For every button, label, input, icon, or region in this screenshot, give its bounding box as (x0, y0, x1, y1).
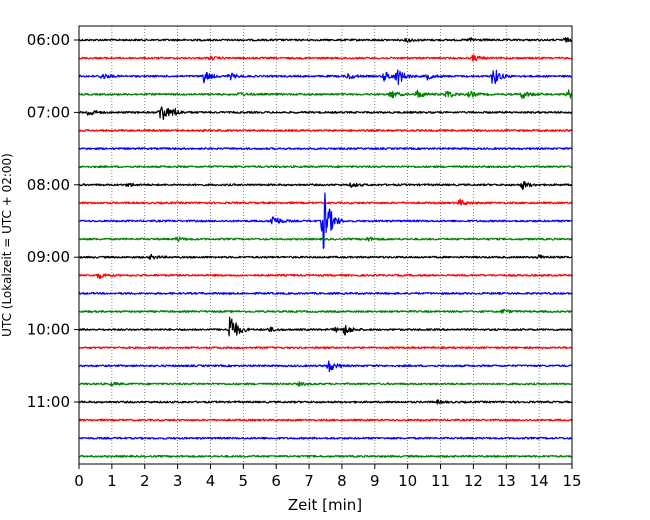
trace-line (78, 192, 573, 250)
trace-line (78, 36, 573, 43)
y-tick-label: 08:00 (27, 176, 70, 194)
x-tick-label: 1 (107, 472, 117, 490)
y-tick-label: 07:00 (27, 103, 70, 121)
x-tick-label: 13 (497, 472, 516, 490)
x-tick-label: 8 (337, 472, 347, 490)
x-tick-label: 5 (239, 472, 249, 490)
trace-line (78, 454, 573, 458)
x-axis-label: Zeit [min] (288, 496, 362, 514)
x-tick-label: 12 (464, 472, 483, 490)
y-tick-label: 06:00 (27, 31, 70, 49)
trace-line (78, 436, 573, 440)
y-tick-label: 09:00 (27, 248, 70, 266)
x-tick-label: 3 (173, 472, 183, 490)
trace-line (78, 129, 573, 132)
trace-line (78, 316, 573, 337)
trace-line (78, 165, 573, 169)
y-axis-label: UTC (Lokalzeit = UTC + 02:00) (0, 153, 14, 337)
trace-line (78, 253, 573, 260)
trace-line (78, 147, 573, 151)
x-tick-label: 10 (398, 472, 417, 490)
trace-line (78, 346, 573, 350)
trace-line (78, 106, 573, 121)
trace-line (78, 181, 573, 191)
x-tick-label: 7 (304, 472, 314, 490)
x-tick-label: 2 (140, 472, 150, 490)
x-tick-label: 6 (271, 472, 281, 490)
y-tick-label: 11:00 (27, 393, 70, 411)
trace-line (78, 291, 573, 295)
seismic-traces (78, 36, 573, 458)
x-tick-label: 14 (530, 472, 549, 490)
trace-line (78, 381, 573, 387)
x-tick-label: 0 (74, 472, 84, 490)
y-tick-label: 10:00 (27, 321, 70, 339)
trace-line (78, 54, 573, 62)
x-tick-label: 11 (431, 472, 450, 490)
x-tick-label: 15 (562, 472, 581, 490)
trace-line (78, 273, 573, 280)
vertical-grid (111, 26, 540, 464)
trace-line (78, 308, 573, 314)
trace-line (78, 418, 573, 422)
x-tick-label: 4 (206, 472, 216, 490)
trace-line (78, 360, 573, 373)
trace-line (78, 89, 573, 99)
x-tick-label: 9 (370, 472, 380, 490)
trace-line (78, 69, 573, 86)
y-axis-ticks: 06:00 07:00 08:00 09:00 10:00 11:00 (27, 31, 79, 411)
x-axis-ticks: 0 1 2 3 4 5 6 7 8 9 10 11 12 13 14 15 (74, 464, 582, 490)
trace-line (78, 236, 573, 243)
plot-frame (78, 25, 573, 465)
trace-line (78, 399, 573, 405)
